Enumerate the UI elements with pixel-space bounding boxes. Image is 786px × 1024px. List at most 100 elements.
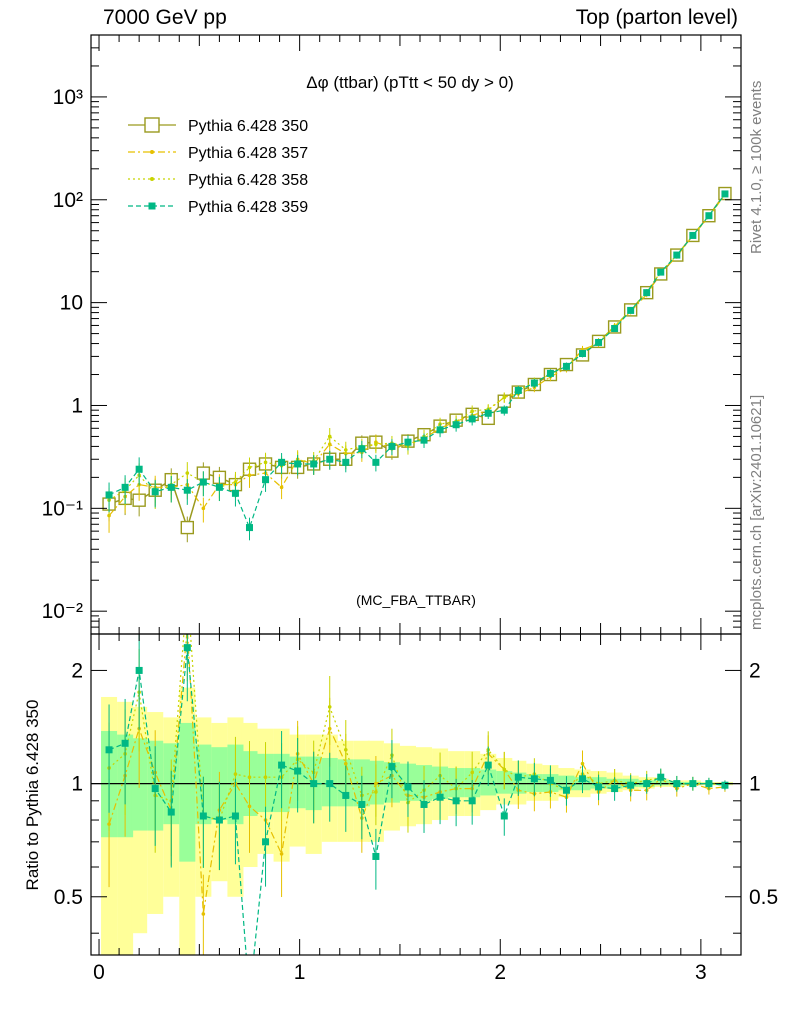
series-359-ratio-marker bbox=[262, 838, 270, 846]
series-358-ratio-marker bbox=[233, 772, 238, 776]
series-359-marker bbox=[167, 483, 175, 491]
uncertainty-band-inner bbox=[179, 722, 196, 862]
series-359-ratio-marker bbox=[420, 800, 428, 808]
series-359-ratio-marker bbox=[326, 780, 334, 788]
series-358-ratio-marker bbox=[327, 705, 332, 709]
series-359-marker bbox=[579, 350, 587, 358]
series-359-marker bbox=[689, 231, 697, 239]
series-358-marker bbox=[502, 395, 507, 400]
series-359-ratio-marker bbox=[404, 783, 412, 791]
series-359-marker bbox=[404, 438, 412, 446]
series-359-marker bbox=[310, 460, 318, 468]
series-359-ratio-marker bbox=[530, 775, 538, 783]
series-359-marker bbox=[673, 251, 681, 259]
series-359-legend-label: Pythia 6.428 359 bbox=[188, 199, 308, 216]
series-359-ratio-marker bbox=[372, 852, 380, 860]
series-359-marker bbox=[278, 458, 286, 466]
series-359-ratio-marker bbox=[231, 812, 239, 820]
series-359-marker bbox=[595, 338, 603, 346]
series-350-marker bbox=[180, 520, 194, 535]
series-359-ratio-marker bbox=[151, 785, 159, 793]
series-359-marker bbox=[468, 415, 476, 423]
series-357-marker bbox=[279, 485, 284, 490]
series-358-marker bbox=[263, 460, 268, 465]
series-358-ratio-marker bbox=[263, 775, 268, 779]
series-359-ratio-line bbox=[108, 647, 726, 955]
series-358-ratio-marker bbox=[185, 587, 189, 591]
series-357-ratio-marker bbox=[279, 852, 284, 856]
chart-text: 10⁻² 10⁻¹ 1 10 10² 10³ 0.5 0.5 1 1 2 2 0 1 2 3 Δφ (ttbar… bbox=[23, 73, 778, 984]
series-359-ratio-marker bbox=[595, 783, 603, 791]
series-358-marker bbox=[343, 448, 348, 452]
series-359-ratio-marker bbox=[278, 761, 286, 769]
series-358-legend-label: Pythia 6.428 358 bbox=[188, 172, 308, 189]
series-359-marker bbox=[484, 409, 492, 417]
series-359-ratio-marker bbox=[183, 644, 191, 652]
series-357-ratio-marker bbox=[185, 626, 189, 630]
series-359-marker bbox=[643, 289, 651, 297]
series-359-ratio-marker bbox=[500, 812, 508, 820]
series-359-line bbox=[108, 193, 726, 530]
series-357-marker bbox=[201, 506, 206, 511]
x-tick-label: 0 bbox=[93, 961, 105, 984]
series-359-marker bbox=[562, 362, 570, 370]
y-tick-label: 10² bbox=[53, 189, 83, 212]
series-359-ratio-marker bbox=[514, 773, 522, 781]
series-359-marker bbox=[358, 445, 366, 453]
series-359-marker bbox=[657, 268, 665, 276]
series-350-legend-label: Pythia 6.428 350 bbox=[188, 118, 308, 135]
y-tick-label: 10⁻² bbox=[42, 600, 83, 623]
series-359-marker bbox=[452, 421, 460, 429]
x-tick-label: 2 bbox=[494, 961, 506, 984]
series-359-ratio-marker bbox=[436, 793, 444, 801]
series-359-ratio-marker bbox=[167, 808, 175, 816]
series-359-ratio-marker bbox=[721, 781, 729, 789]
header-left: 7000 GeV pp bbox=[103, 6, 227, 29]
ratio-y-tick-label-left: 2 bbox=[71, 659, 83, 682]
series-358-ratio-marker bbox=[470, 770, 474, 775]
series-359-marker bbox=[199, 478, 207, 486]
series-359-ratio-marker bbox=[246, 994, 253, 1001]
series-359-marker bbox=[105, 491, 113, 499]
x-tick-label: 1 bbox=[294, 961, 306, 984]
series-357-ratio-marker bbox=[201, 912, 206, 916]
y-tick-label: 1 bbox=[71, 394, 83, 417]
series-359-ratio-marker bbox=[579, 775, 587, 783]
ratio-plot-content bbox=[91, 587, 741, 1001]
series-359-legend-marker bbox=[148, 202, 156, 210]
series-358-line bbox=[108, 193, 726, 501]
series-359-ratio-marker bbox=[199, 812, 207, 820]
series-350-legend-marker bbox=[144, 117, 160, 133]
series-359-marker bbox=[183, 486, 191, 494]
series-358-marker bbox=[470, 409, 474, 413]
series-358-marker bbox=[233, 480, 238, 484]
series-359-marker bbox=[514, 386, 522, 394]
series-359-marker bbox=[420, 436, 428, 444]
ratio-y-tick-label-left: 0.5 bbox=[54, 886, 83, 909]
series-358-marker bbox=[247, 465, 252, 470]
series-358-marker bbox=[185, 471, 190, 475]
series-359-ratio-marker bbox=[611, 785, 619, 793]
series-359-marker bbox=[611, 325, 619, 333]
y-tick-label: 10 bbox=[60, 292, 83, 315]
series-359-ratio-marker bbox=[562, 786, 570, 794]
series-358-ratio-marker bbox=[374, 790, 378, 794]
series-359-marker bbox=[342, 458, 350, 466]
header-right: Top (parton level) bbox=[575, 6, 738, 29]
ratio-frame bbox=[90, 633, 742, 956]
series-359-ratio-marker bbox=[627, 781, 635, 789]
series-359-marker bbox=[245, 524, 253, 532]
series-358-marker bbox=[374, 442, 378, 447]
ratio-y-axis-label: Ratio to Pythia 6.428 350 bbox=[23, 700, 42, 891]
series-359-ratio-marker bbox=[484, 761, 492, 769]
series-359-ratio-marker bbox=[310, 780, 318, 788]
series-359-marker bbox=[388, 442, 396, 450]
series-359-ratio-marker bbox=[342, 791, 350, 799]
series-359-ratio-marker bbox=[689, 780, 697, 788]
series-359-ratio-marker bbox=[121, 739, 129, 747]
series-358-legend-marker bbox=[150, 177, 154, 181]
ratio-y-tick-label-right: 1 bbox=[749, 773, 761, 796]
series-359-ratio-marker bbox=[673, 780, 681, 788]
series-359-ratio-marker bbox=[452, 797, 460, 805]
